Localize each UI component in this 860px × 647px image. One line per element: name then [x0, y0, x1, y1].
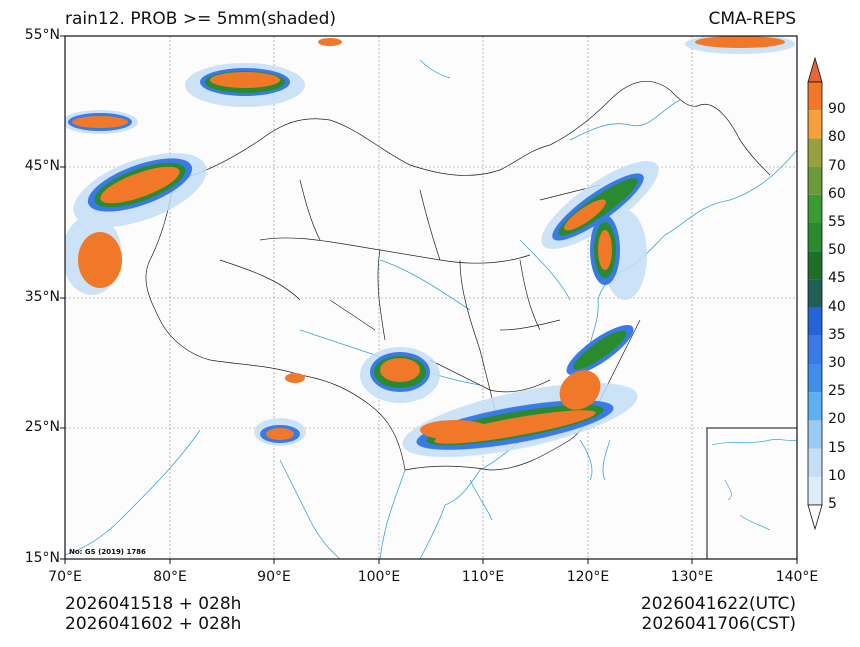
colorbar-segment [808, 307, 822, 336]
valid-time-utc: 2026041622(UTC) [640, 594, 796, 614]
colorbar-tick-label: 35 [828, 326, 846, 343]
lon-label-110e: 110°E [461, 569, 505, 585]
colorbar-segment [808, 223, 822, 252]
colorbar-segment [808, 392, 822, 421]
colorbar-segment [808, 138, 822, 167]
init-time-block: 2026041518 + 028h 2026041602 + 028h [65, 594, 241, 634]
colorbar-segment [808, 420, 822, 449]
lon-label-100e: 100°E [357, 569, 401, 585]
south-china-sea-inset [706, 427, 797, 559]
model-name: CMA-REPS [708, 9, 796, 29]
colorbar-top-arrow [807, 56, 823, 83]
lon-label-70e: 70°E [48, 569, 82, 585]
lon-label-140e: 140°E [775, 569, 819, 585]
colorbar-tick-label: 45 [828, 270, 846, 287]
init-time-cst: 2026041602 + 028h [65, 614, 242, 634]
colorbar-bottom-arrow [807, 504, 823, 531]
colorbar-tick-label: 15 [828, 439, 846, 456]
colorbar-segment [808, 194, 822, 223]
approval-note: No: GS (2019) 1786 [69, 548, 146, 556]
axis-ticks [60, 35, 798, 564]
colorbar-tick-label: 25 [828, 383, 846, 400]
lon-label-80e: 80°E [153, 569, 187, 585]
colorbar-tick-label: 40 [828, 298, 846, 315]
colorbar-tick-label: 70 [828, 157, 846, 174]
colorbar-segment [808, 448, 822, 477]
colorbar-tick-label: 5 [828, 496, 837, 512]
colorbar-tick-label: 60 [828, 185, 846, 202]
colorbar-segment [808, 279, 822, 308]
colorbar-tick-label: 10 [828, 467, 846, 484]
colorbar-segment [808, 335, 822, 364]
map-background [65, 36, 797, 559]
lat-label-35n: 35°N [24, 289, 60, 305]
valid-time-block: 2026041622(UTC) 2026041706(CST) [641, 594, 796, 634]
lat-label-15n: 15°N [24, 550, 60, 566]
colorbar-segment [808, 251, 822, 280]
colorbar [807, 56, 823, 531]
colorbar-tick-label: 80 [828, 129, 846, 146]
colorbar-segment [808, 82, 822, 111]
colorbar-tick-label: 90 [828, 101, 846, 118]
colorbar-tick-label: 50 [828, 242, 846, 259]
colorbar-tick-label: 20 [828, 411, 846, 428]
colorbar-segment [808, 476, 822, 505]
colorbar-tick-label: 55 [828, 214, 846, 230]
lon-label-120e: 120°E [566, 569, 610, 585]
init-time-utc: 2026041518 + 028h [65, 594, 242, 614]
colorbar-tick-label: 30 [828, 355, 846, 371]
lon-label-130e: 130°E [670, 569, 714, 585]
lat-label-45n: 45°N [24, 158, 60, 174]
valid-time-cst: 2026041706(CST) [641, 614, 796, 634]
lat-label-55n: 55°N [24, 27, 60, 43]
colorbar-segment [808, 166, 822, 195]
precipitation-shading [65, 36, 795, 458]
colorbar-segment [808, 110, 822, 139]
map-title: rain12. PROB >= 5mm(shaded) [65, 9, 337, 29]
inset-coastline [711, 439, 797, 531]
lon-label-90e: 90°E [257, 569, 291, 585]
colorbar-segment [808, 364, 822, 393]
lat-label-25n: 25°N [24, 419, 60, 435]
